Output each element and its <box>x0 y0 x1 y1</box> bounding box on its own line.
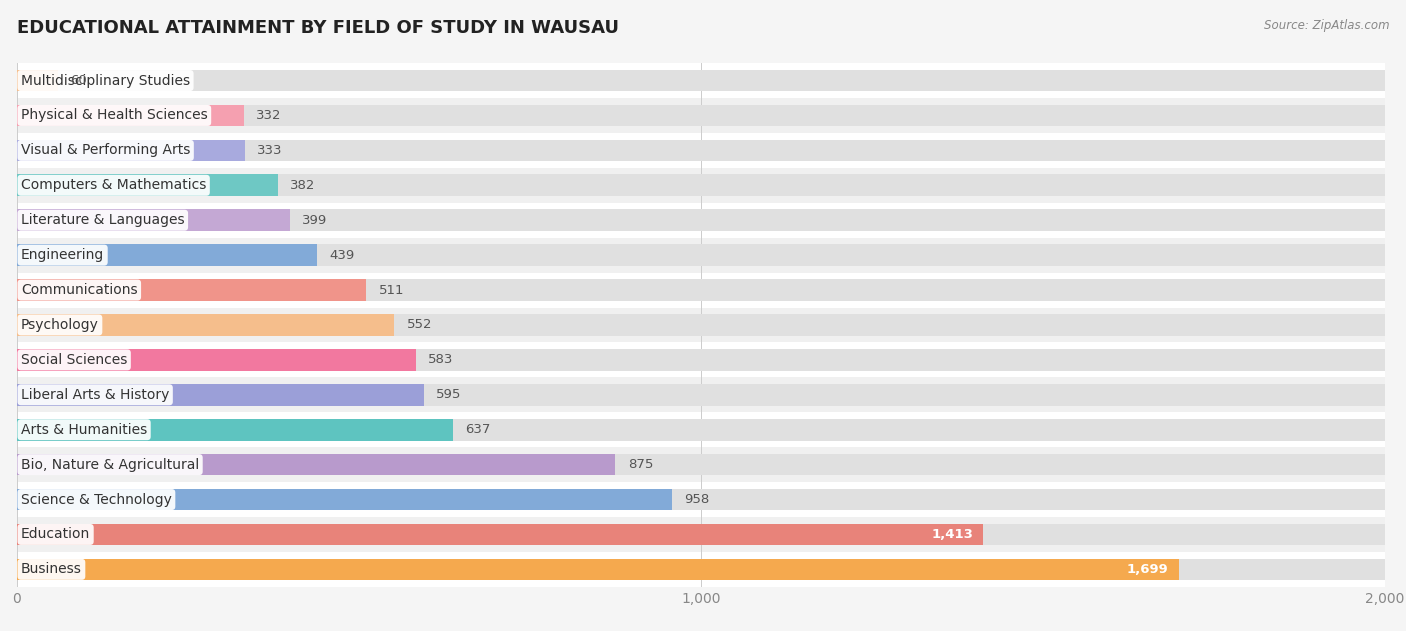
Text: Education: Education <box>21 528 90 541</box>
Bar <box>17 244 318 266</box>
Bar <box>17 70 58 91</box>
Text: Multidisciplinary Studies: Multidisciplinary Studies <box>21 74 190 88</box>
Bar <box>17 105 1385 126</box>
Text: Psychology: Psychology <box>21 318 98 332</box>
Bar <box>17 419 1385 440</box>
Text: 552: 552 <box>406 319 432 331</box>
Bar <box>17 384 423 406</box>
Bar <box>17 558 1385 580</box>
Bar <box>17 280 367 301</box>
Text: Arts & Humanities: Arts & Humanities <box>21 423 148 437</box>
Bar <box>17 524 983 545</box>
Bar <box>17 139 245 161</box>
Text: 333: 333 <box>257 144 283 157</box>
Bar <box>17 280 1385 301</box>
Bar <box>17 175 278 196</box>
Bar <box>17 419 453 440</box>
Text: Physical & Health Sciences: Physical & Health Sciences <box>21 109 208 122</box>
Bar <box>17 168 1385 203</box>
Text: 595: 595 <box>436 388 461 401</box>
Bar <box>17 482 1385 517</box>
Text: Business: Business <box>21 562 82 576</box>
Bar <box>17 343 1385 377</box>
Bar <box>17 447 1385 482</box>
Bar <box>17 63 1385 98</box>
Bar <box>17 454 1385 475</box>
Bar <box>17 349 416 370</box>
Bar <box>17 209 290 231</box>
Bar <box>17 139 1385 161</box>
Bar <box>17 314 395 336</box>
Text: Computers & Mathematics: Computers & Mathematics <box>21 179 207 192</box>
Bar <box>17 98 1385 133</box>
Bar <box>17 558 1180 580</box>
Bar <box>17 489 1385 510</box>
Text: 382: 382 <box>291 179 316 192</box>
Text: 583: 583 <box>427 353 453 367</box>
Text: 958: 958 <box>685 493 710 506</box>
Text: Visual & Performing Arts: Visual & Performing Arts <box>21 143 190 157</box>
Text: 60: 60 <box>70 74 87 87</box>
Bar <box>17 203 1385 238</box>
Bar <box>17 70 1385 91</box>
Bar <box>17 412 1385 447</box>
Text: Social Sciences: Social Sciences <box>21 353 128 367</box>
Text: 332: 332 <box>256 109 281 122</box>
Bar <box>17 552 1385 587</box>
Bar <box>17 454 616 475</box>
Bar <box>17 175 1385 196</box>
Bar <box>17 209 1385 231</box>
Bar <box>17 314 1385 336</box>
Bar <box>17 273 1385 307</box>
Text: Liberal Arts & History: Liberal Arts & History <box>21 388 169 402</box>
Text: 399: 399 <box>302 214 328 227</box>
Bar <box>17 524 1385 545</box>
Bar <box>17 377 1385 412</box>
Bar <box>17 489 672 510</box>
Text: 637: 637 <box>465 423 491 436</box>
Bar <box>17 384 1385 406</box>
Bar <box>17 133 1385 168</box>
Text: Literature & Languages: Literature & Languages <box>21 213 184 227</box>
Text: 511: 511 <box>378 283 404 297</box>
Text: 1,413: 1,413 <box>931 528 973 541</box>
Text: Source: ZipAtlas.com: Source: ZipAtlas.com <box>1264 19 1389 32</box>
Bar <box>17 244 1385 266</box>
Text: Engineering: Engineering <box>21 248 104 262</box>
Bar <box>17 517 1385 552</box>
Text: 875: 875 <box>627 458 652 471</box>
Text: Bio, Nature & Agricultural: Bio, Nature & Agricultural <box>21 457 200 471</box>
Text: EDUCATIONAL ATTAINMENT BY FIELD OF STUDY IN WAUSAU: EDUCATIONAL ATTAINMENT BY FIELD OF STUDY… <box>17 19 619 37</box>
Bar <box>17 105 245 126</box>
Text: Communications: Communications <box>21 283 138 297</box>
Bar <box>17 307 1385 343</box>
Bar <box>17 349 1385 370</box>
Text: 1,699: 1,699 <box>1128 563 1168 576</box>
Bar <box>17 238 1385 273</box>
Text: 439: 439 <box>329 249 354 262</box>
Text: Science & Technology: Science & Technology <box>21 493 172 507</box>
